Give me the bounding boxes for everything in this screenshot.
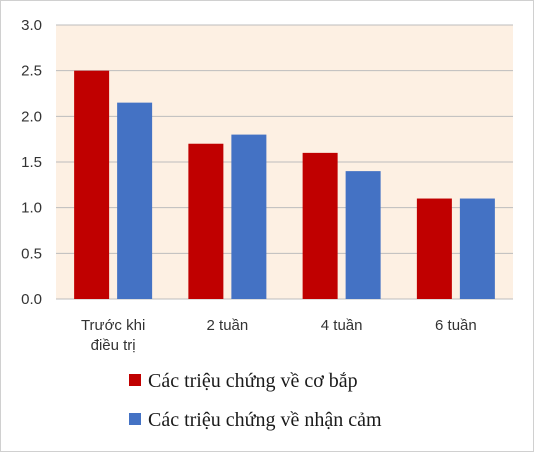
bar-sensory-1 <box>231 134 267 299</box>
bar-muscle-1 <box>188 143 224 299</box>
bar-muscle-3 <box>416 198 452 299</box>
x-tick-label: Trước khi điều trị <box>81 317 145 354</box>
x-tick-label: 6 tuần <box>435 317 477 334</box>
x-tick-label: 2 tuần <box>207 317 249 334</box>
y-tick-label: 0.0 <box>21 291 42 308</box>
y-tick-label: 1.0 <box>21 200 42 217</box>
bar-muscle-2 <box>302 152 338 299</box>
y-axis: 0.0 0.5 1.0 1.5 2.0 2.5 3.0 <box>21 17 42 308</box>
y-tick-label: 2.0 <box>21 108 42 125</box>
y-tick-label: 1.5 <box>21 154 42 171</box>
x-tick-label: 4 tuần <box>321 317 363 334</box>
legend-label: Các triệu chứng về cơ bắp <box>148 370 358 392</box>
y-tick-label: 2.5 <box>21 63 42 80</box>
bar-muscle-0 <box>74 70 110 300</box>
y-tick-label: 3.0 <box>21 17 42 34</box>
y-tick-label: 0.5 <box>21 245 42 262</box>
bars <box>74 70 495 300</box>
bar-sensory-2 <box>345 171 381 299</box>
bar-sensory-3 <box>459 198 495 299</box>
x-axis: Trước khi điều trị 2 tuần 4 tuần 6 tuần <box>81 317 477 354</box>
legend-label: Các triệu chứng về nhận cảm <box>148 409 382 431</box>
legend: Các triệu chứng về cơ bắp Các triệu chứng… <box>129 370 382 431</box>
legend-swatch <box>129 413 141 425</box>
legend-swatch <box>129 374 141 386</box>
bar-sensory-0 <box>117 102 153 299</box>
